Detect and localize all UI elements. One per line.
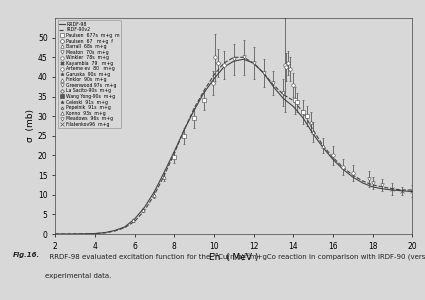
Legend: RRDF-98, IRDF-90v2, Paulsen  677s  m+g  m, Paulsen  67   m+g  f, Barrall  68s  m: RRDF-98, IRDF-90v2, Paulsen 677s m+g m, … [57,20,121,128]
X-axis label: En  ( MeV ): En ( MeV ) [209,254,258,262]
Text: RRDF-98 evaluated excitation function for the ³⁶Cu(n,α)⁶⁰m+gCo reaction in compa: RRDF-98 evaluated excitation function fo… [45,252,425,260]
Text: Fig.16.: Fig.16. [13,252,40,258]
Text: experimental data.: experimental data. [45,273,111,279]
Y-axis label: σ  (mb): σ (mb) [26,110,35,142]
